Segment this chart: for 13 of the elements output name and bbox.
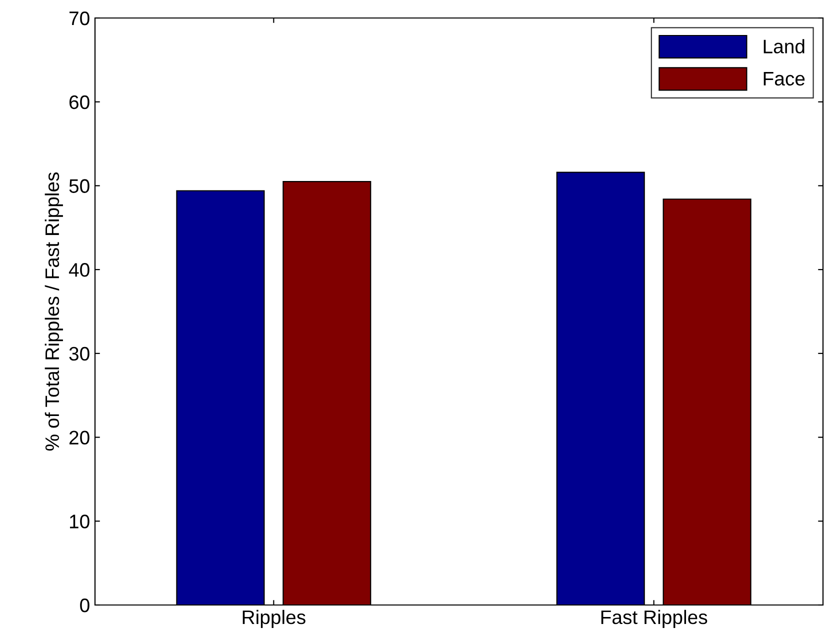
y-tick-label: 40 (68, 263, 90, 277)
y-tick-label: 60 (70, 95, 90, 110)
y-tick-label: 0 (80, 598, 90, 612)
x-tick-label: Fast Ripples (601, 610, 708, 628)
y-tick-label: 50 (69, 179, 90, 193)
legend-label: Land (764, 39, 804, 54)
y-tick-label: 20 (69, 430, 90, 445)
legend-label: Face (764, 72, 805, 86)
y-tick-label: 10 (70, 514, 90, 528)
y-tick-label: 70 (70, 11, 90, 26)
x-tick-label: Ripples (242, 610, 306, 628)
y-tick-label: 30 (69, 346, 90, 361)
y-axis-title: % of Total Ripples / Fast Ripples (44, 172, 63, 451)
